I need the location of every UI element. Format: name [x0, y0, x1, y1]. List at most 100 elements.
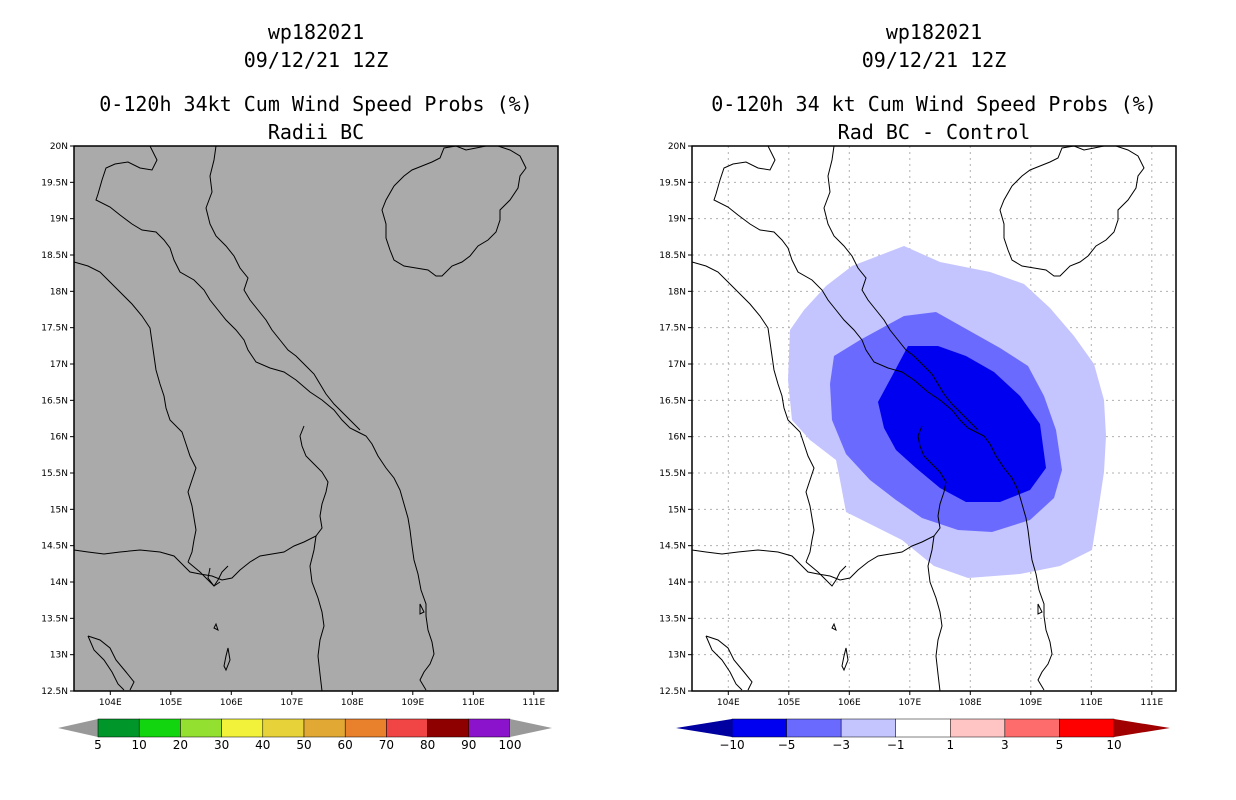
colorbar-label: 5: [94, 738, 102, 752]
colorbar-label: 30: [214, 738, 229, 752]
lon-tick-label: 104E: [99, 698, 122, 708]
right-gridlines: [692, 145, 1176, 692]
colorbar-label: 10: [1106, 738, 1121, 752]
lat-tick-label: 20N: [668, 142, 686, 152]
lat-tick-label: 14.5N: [41, 542, 68, 552]
left-colorbar-low-end: [58, 719, 98, 737]
lat-tick-label: 17N: [50, 360, 68, 370]
right-subtitle: Rad BC - Control: [837, 120, 1031, 144]
colorbar-label: 90: [461, 738, 476, 752]
lat-tick-label: 15N: [50, 505, 68, 515]
colorbar-swatch: [427, 718, 470, 738]
lon-tick-label: 106E: [838, 698, 861, 708]
colorbar-swatch: [180, 718, 222, 738]
colorbar-swatch: [786, 718, 842, 738]
left-colorbar-high-end: [510, 719, 552, 737]
lon-tick-label: 105E: [159, 698, 182, 708]
colorbar-label: −10: [719, 738, 744, 752]
lon-tick-label: 105E: [777, 698, 800, 708]
colorbar-swatch: [221, 718, 264, 738]
lat-tick-label: 14N: [668, 578, 686, 588]
colorbar-label: −3: [832, 738, 850, 752]
colorbar-swatch: [895, 718, 951, 738]
colorbar-label: 50: [296, 738, 311, 752]
lat-tick-label: 19N: [668, 215, 686, 225]
lat-tick-label: 17.5N: [659, 324, 686, 334]
right-lon-axis: 104E 105E 106E 107E 108E 109E 110E 111E: [717, 691, 1164, 708]
lon-tick-label: 107E: [898, 698, 921, 708]
lat-tick-label: 13.5N: [41, 614, 68, 624]
lat-tick-label: 13.5N: [659, 614, 686, 624]
colorbar-swatch: [1004, 718, 1060, 738]
colorbar-label: 80: [420, 738, 435, 752]
contour-minus-3: [830, 312, 1062, 532]
left-product-title: 0-120h 34kt Cum Wind Speed Probs (%): [99, 92, 533, 116]
colorbar-swatch: [262, 718, 305, 738]
contour-minus-1: [788, 246, 1106, 578]
colorbar-label: 40: [255, 738, 270, 752]
lon-tick-label: 111E: [522, 698, 545, 708]
left-storm-id: wp182021: [267, 20, 365, 44]
lon-tick-label: 108E: [341, 698, 364, 708]
right-colorbar-high-end: [1114, 719, 1170, 737]
lat-tick-label: 14N: [50, 578, 68, 588]
colorbar-swatch: [950, 718, 1006, 738]
lon-tick-label: 109E: [1019, 698, 1042, 708]
colorbar-swatch: [344, 718, 387, 738]
lat-tick-label: 12.5N: [41, 687, 68, 697]
lat-tick-label: 18.5N: [659, 251, 686, 261]
lat-tick-label: 12.5N: [659, 687, 686, 697]
lon-tick-label: 110E: [1080, 698, 1103, 708]
colorbar-swatch: [731, 718, 787, 738]
right-colorbar-low-end: [676, 719, 732, 737]
colorbar-swatch: [386, 718, 428, 738]
colorbar-label: 70: [379, 738, 394, 752]
colorbar-label: 100: [499, 738, 522, 752]
colorbar-swatch: [97, 718, 140, 738]
lon-tick-label: 107E: [280, 698, 303, 708]
right-datetime: 09/12/21 12Z: [861, 48, 1007, 72]
colorbar-swatch: [138, 718, 181, 738]
lat-tick-label: 13N: [50, 651, 68, 661]
colorbar-swatch: [840, 718, 896, 738]
left-map-frame: [73, 145, 559, 692]
lon-tick-label: 108E: [959, 698, 982, 708]
lon-tick-label: 110E: [462, 698, 485, 708]
lat-tick-label: 20N: [50, 142, 68, 152]
left-subtitle: Radii BC: [267, 120, 365, 144]
lat-tick-label: 18N: [668, 287, 686, 297]
lat-tick-label: 18N: [50, 287, 68, 297]
left-coastlines: [74, 146, 527, 691]
colorbar-label: 60: [338, 738, 353, 752]
left-lat-axis: 20N 19.5N 19N 18.5N 18N 17.5N 17N 16.5N 16N 15.5N…: [41, 142, 74, 697]
colorbar-label: 10: [132, 738, 147, 752]
lat-tick-label: 14.5N: [659, 542, 686, 552]
left-map-background: [74, 146, 558, 691]
colorbar-swatch: [1059, 718, 1115, 738]
left-datetime: 09/12/21 12Z: [243, 48, 389, 72]
lon-tick-label: 104E: [717, 698, 740, 708]
lon-tick-label: 109E: [401, 698, 424, 708]
left-lon-axis: 104E 105E 106E 107E 108E 109E 110E 111E: [99, 691, 546, 708]
lat-tick-label: 16.5N: [659, 396, 686, 406]
lat-tick-label: 15.5N: [41, 469, 68, 479]
colorbar-label: 1: [946, 738, 954, 752]
colorbar-label: −5: [778, 738, 796, 752]
lat-tick-label: 19.5N: [41, 178, 68, 188]
lat-tick-label: 15N: [668, 505, 686, 515]
right-map-frame: [691, 145, 1177, 692]
right-storm-id: wp182021: [885, 20, 983, 44]
contour-minus-5: [878, 346, 1046, 502]
colorbar-label: 3: [1001, 738, 1009, 752]
colorbar-label: 20: [173, 738, 188, 752]
right-lat-axis: 20N 19.5N 19N 18.5N 18N 17.5N 17N 16.5N 16N 15.5N…: [659, 142, 692, 697]
lat-tick-label: 19.5N: [659, 178, 686, 188]
colorbar-label: 5: [1056, 738, 1064, 752]
lat-tick-label: 16N: [50, 433, 68, 443]
lat-tick-label: 15.5N: [659, 469, 686, 479]
lat-tick-label: 17.5N: [41, 324, 68, 334]
lon-tick-label: 106E: [220, 698, 243, 708]
lat-tick-label: 17N: [668, 360, 686, 370]
lon-tick-label: 111E: [1140, 698, 1163, 708]
lat-tick-label: 19N: [50, 215, 68, 225]
